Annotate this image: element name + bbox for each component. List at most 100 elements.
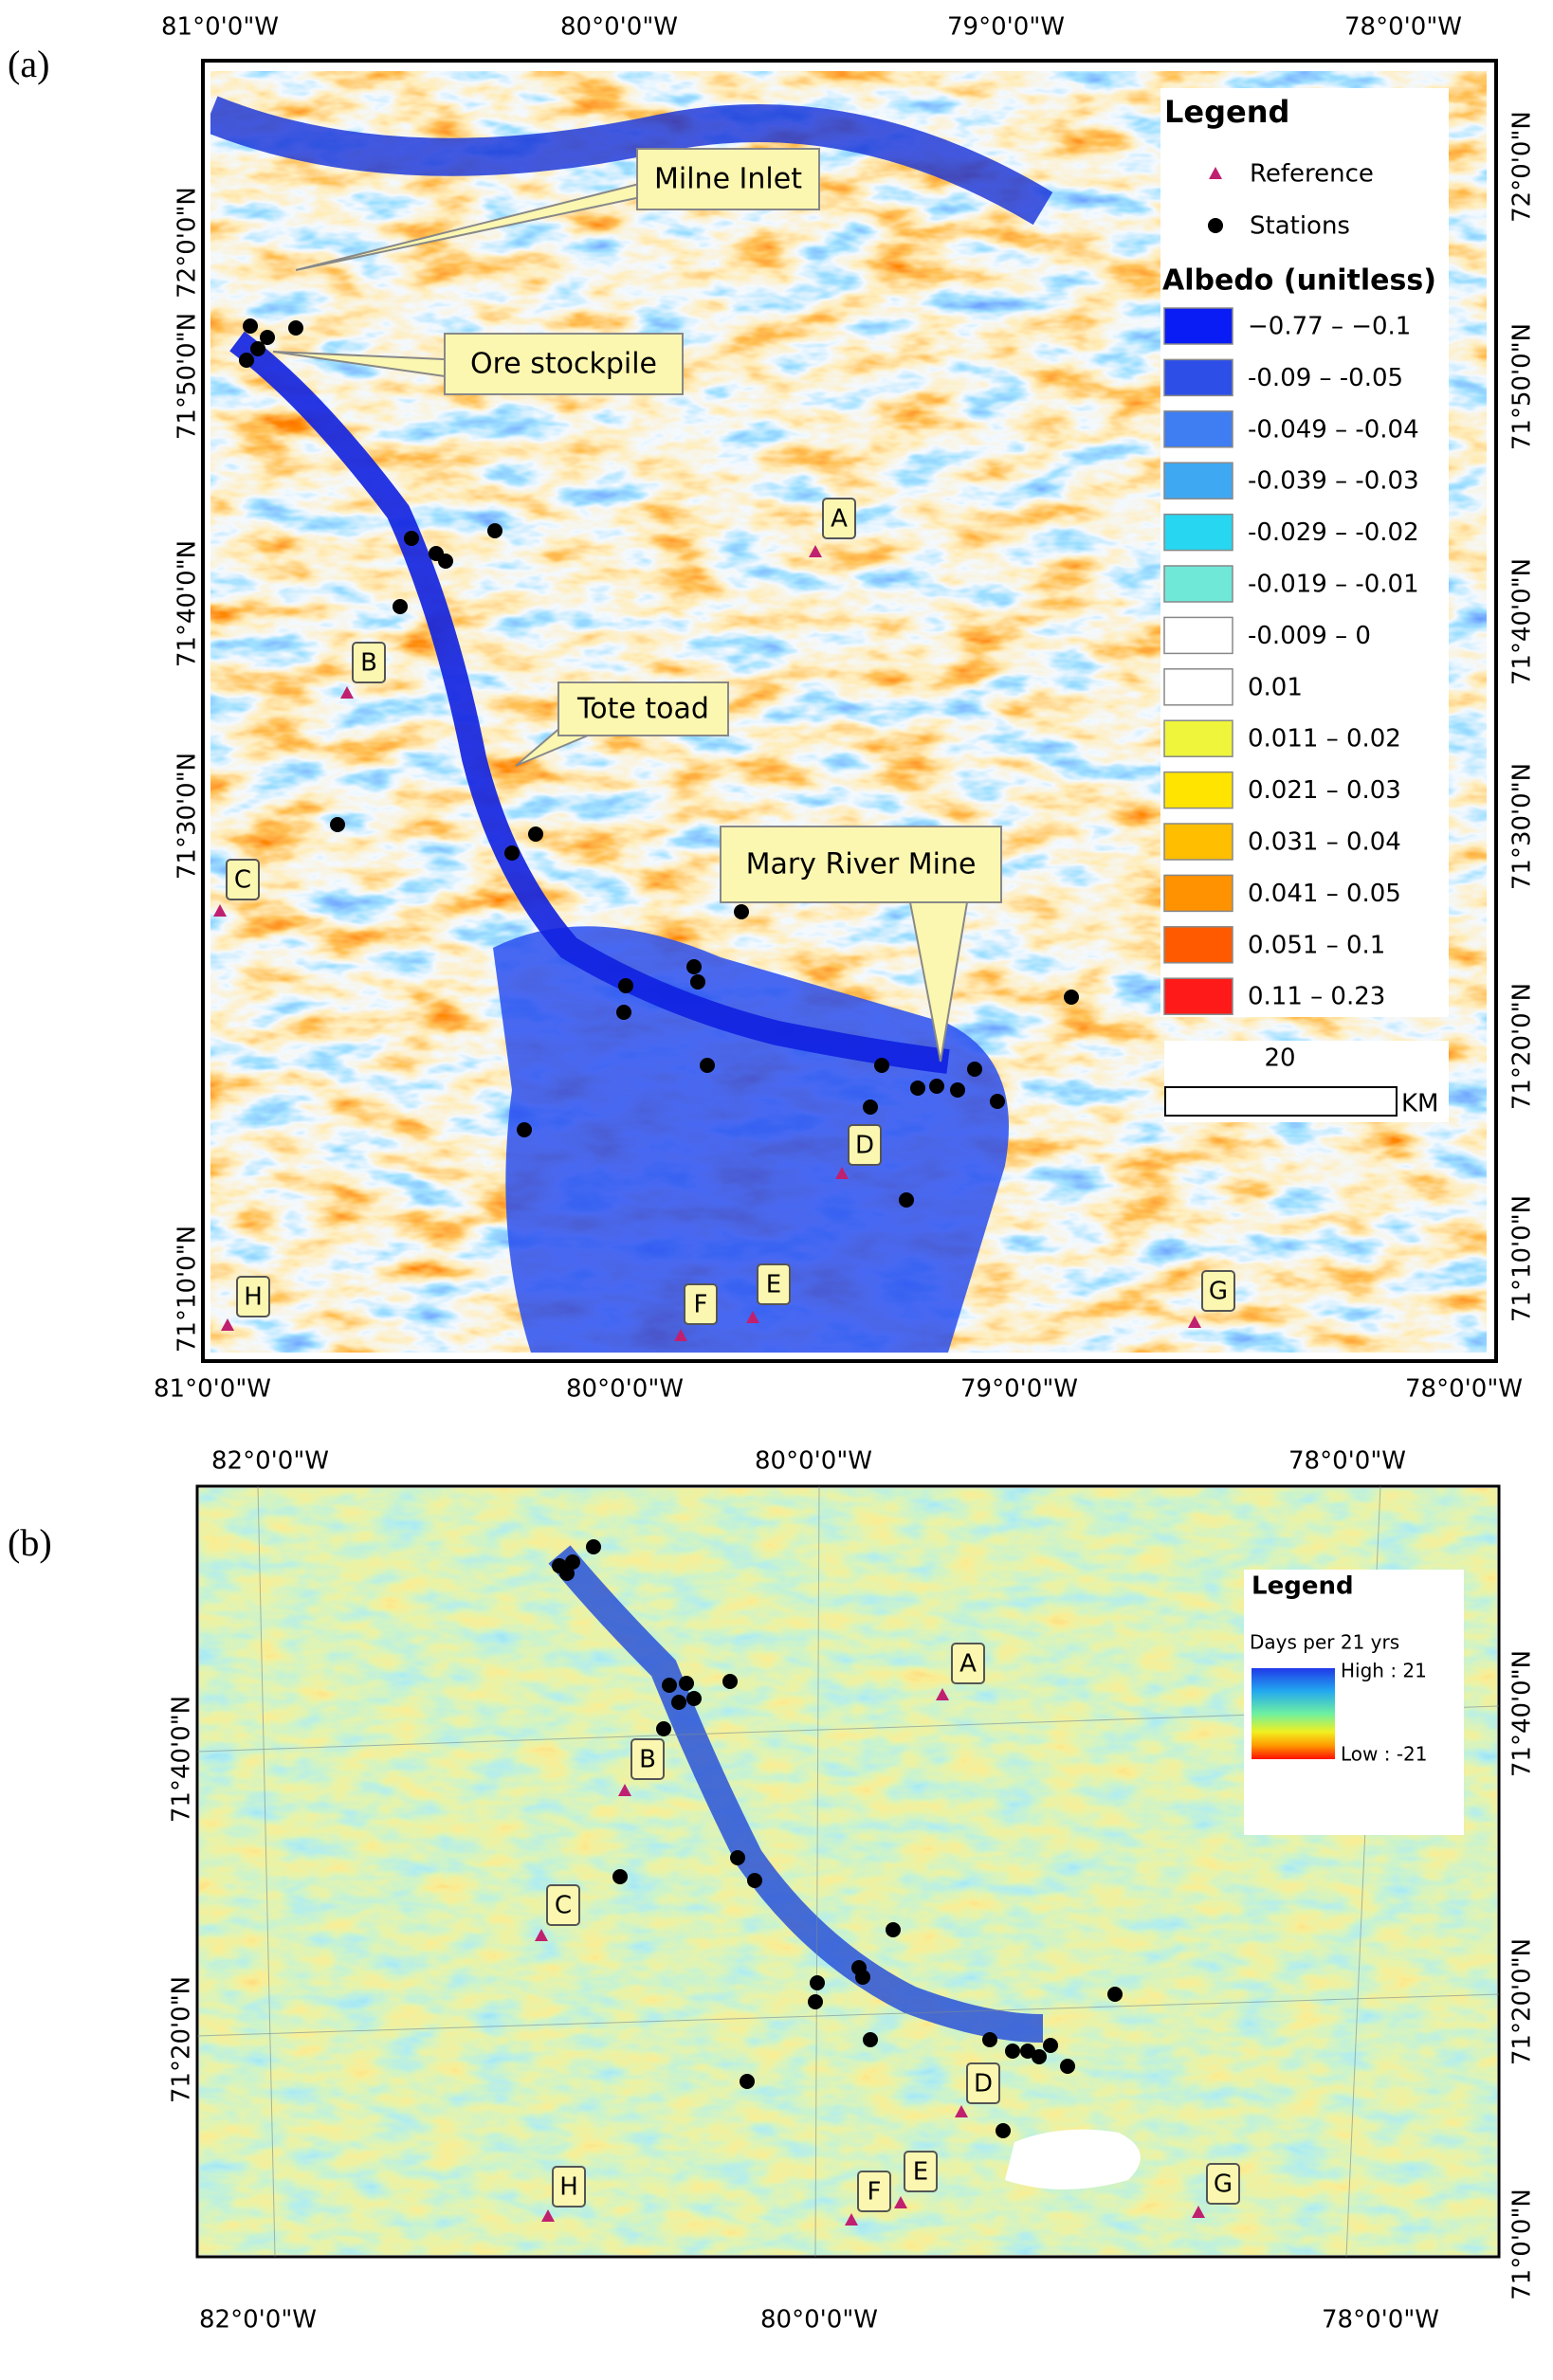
site-label: B: [360, 649, 377, 678]
site-label: H: [244, 1283, 263, 1312]
station: [243, 318, 258, 334]
legend-subtitle: Days per 21 yrs: [1250, 1631, 1399, 1654]
station: [250, 341, 265, 356]
station: [808, 1994, 823, 2009]
station: [559, 1566, 575, 1581]
station: [886, 1922, 901, 1937]
panel-label: (b): [8, 1521, 52, 1564]
station: [1020, 2044, 1035, 2059]
station: [656, 1721, 671, 1736]
top-tick-label: 80°0'0"W: [755, 1447, 872, 1476]
station: [679, 1676, 694, 1691]
site-label: D: [974, 2070, 993, 2098]
lake: [1005, 2129, 1141, 2189]
station: [517, 1122, 532, 1137]
bottom-tick-label: 82°0'0"W: [199, 2306, 317, 2335]
legend-swatch: [1163, 719, 1233, 757]
legend-swatch: [1163, 771, 1233, 809]
right-tick-label: 71°30'0"N: [1508, 763, 1537, 890]
station: [734, 904, 749, 919]
site-box: [552, 2166, 586, 2207]
station: [690, 974, 705, 990]
station: [662, 1678, 677, 1693]
site-box: [904, 2151, 938, 2192]
bottom-tick-label: 79°0'0"W: [960, 1375, 1078, 1404]
top-tick-label: 80°0'0"W: [560, 13, 678, 42]
site-label: E: [913, 2158, 928, 2187]
legend-reference-symbol: [1209, 167, 1222, 179]
legend-swatch: [1163, 823, 1233, 861]
station: [967, 1062, 982, 1077]
reference-marker: [541, 2209, 555, 2222]
site-label: C: [555, 1892, 572, 1920]
left-tick-label: 71°50'0"N: [174, 313, 202, 440]
legend-class-label: 0.011 – 0.02: [1248, 725, 1401, 754]
reference-marker: [845, 2213, 858, 2226]
legend-item: Reference: [1250, 160, 1374, 189]
legend-class-label: 0.01: [1248, 673, 1303, 701]
graticule: [196, 1993, 1500, 2037]
site-box: [1201, 1270, 1235, 1312]
legend-class-label: 0.051 – 0.1: [1248, 931, 1385, 959]
legend-class-label: -0.009 – 0: [1248, 622, 1371, 650]
legend-class-label: −0.77 – −0.1: [1248, 313, 1411, 341]
bottom-tick-label: 80°0'0"W: [566, 1375, 684, 1404]
station: [730, 1850, 745, 1865]
reference-marker: [955, 2105, 968, 2117]
legend-swatch: [1163, 307, 1233, 345]
site-box: [951, 1643, 985, 1684]
reference-marker: [809, 545, 822, 557]
station: [899, 1192, 914, 1208]
legend-swatch: [1163, 926, 1233, 964]
station: [586, 1539, 601, 1554]
legend-class-label: -0.049 – -0.04: [1248, 415, 1419, 444]
left-tick-label: 71°20'0"N: [168, 1976, 196, 2103]
station: [330, 817, 345, 832]
station: [1032, 2049, 1047, 2064]
site-label: H: [559, 2173, 578, 2202]
legend-swatch: [1163, 358, 1233, 397]
right-tick-label: 72°0'0"N: [1508, 111, 1537, 223]
station: [722, 1674, 738, 1689]
site-label: A: [831, 505, 848, 534]
site-label: F: [868, 2178, 882, 2207]
site-box: [857, 2171, 891, 2212]
legend-swatch: [1163, 616, 1233, 655]
station: [863, 2032, 878, 2047]
legend-class-label: 0.031 – 0.04: [1248, 828, 1401, 857]
callout-label: Ore stockpile: [470, 348, 657, 381]
station: [910, 1081, 925, 1096]
site-box: [1206, 2163, 1240, 2205]
top-tick-label: 82°0'0"W: [211, 1447, 329, 1476]
site-box: [546, 1884, 580, 1926]
legend-swatch: [1163, 874, 1233, 913]
legend-swatch: [1163, 410, 1233, 448]
site-box: [848, 1124, 882, 1166]
station: [1107, 1987, 1123, 2002]
station: [1060, 2059, 1075, 2074]
reference-marker: [674, 1329, 687, 1341]
site-label: E: [766, 1271, 781, 1299]
top-tick-label: 81°0'0"W: [161, 13, 279, 42]
station: [618, 978, 633, 993]
site-label: F: [694, 1291, 708, 1319]
station: [404, 531, 419, 546]
top-tick-label: 78°0'0"W: [1344, 13, 1462, 42]
station: [990, 1094, 1005, 1109]
mine-basin: [493, 926, 1009, 1353]
site-box: [684, 1283, 718, 1325]
site-label: A: [959, 1650, 977, 1679]
station: [565, 1554, 580, 1570]
station: [504, 845, 520, 861]
station: [487, 523, 502, 538]
reference-marker: [535, 1929, 548, 1941]
station: [612, 1869, 628, 1884]
legend-item: Stations: [1250, 212, 1350, 241]
reference-marker: [835, 1167, 849, 1179]
frame-b: [195, 1484, 1501, 2259]
callout-box: [557, 681, 729, 736]
right-tick-label: 71°20'0"N: [1508, 983, 1537, 1110]
site-box: [630, 1738, 665, 1780]
